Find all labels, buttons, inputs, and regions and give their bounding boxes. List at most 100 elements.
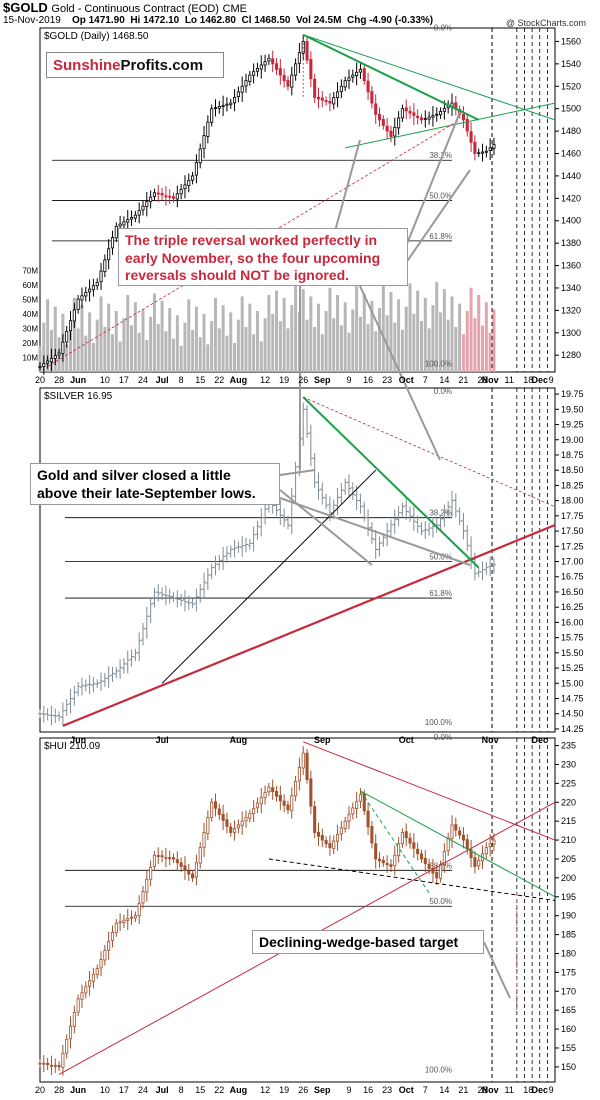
gold-candle-body (477, 152, 481, 155)
gold-candle-body (358, 69, 362, 73)
gold-candle-body (347, 77, 351, 82)
gold-x-tick-label: 21 (458, 375, 468, 385)
volume-bar (320, 334, 324, 372)
gold-candle-body (206, 121, 210, 137)
hui-candle-body (286, 804, 290, 811)
hui-x-tick-label: 9 (549, 1085, 554, 1095)
volume-bar (210, 321, 214, 372)
volume-bar (370, 300, 374, 372)
gold-candle-body (84, 292, 88, 297)
hui-x-tick-label: 7 (423, 1085, 428, 1095)
hui-y-tick-label: 225 (561, 778, 576, 788)
gold-candle-body (282, 75, 286, 82)
gold-green-upper-line (303, 34, 556, 121)
hui-candle-body (427, 863, 431, 869)
hui-x-tick-label: 24 (138, 1085, 148, 1095)
gold-candle-body (42, 363, 46, 367)
gold-label-bg (42, 30, 172, 42)
hui-candle-body (53, 1064, 57, 1067)
hui-x-tick-label: 10 (100, 1085, 110, 1095)
gold-candle-body (480, 151, 485, 154)
silver-y-tick-label: 18.50 (561, 465, 584, 475)
volume-bar (484, 302, 488, 372)
hui-y-tick-label: 195 (561, 892, 576, 902)
hui-candle-body (76, 998, 80, 1013)
gold-candle-body (248, 74, 252, 82)
volume-bar (477, 294, 481, 372)
hui-candle-body (282, 800, 286, 806)
gold-candle-body (400, 108, 404, 119)
volume-bar (252, 334, 256, 372)
volume-bar (194, 306, 198, 372)
hui-candle-body (194, 862, 198, 878)
hui-fib-label: 50.0% (429, 897, 452, 906)
hui-x-tick-label: 8 (179, 1085, 184, 1095)
volume-bar (263, 318, 267, 372)
volume-bar (358, 316, 362, 372)
gold-y-tick-label: 1360 (561, 261, 581, 271)
volume-bar (130, 325, 134, 372)
silver-fib-label: 100.0% (425, 718, 452, 727)
volume-bar (95, 319, 99, 372)
volume-bar (126, 294, 130, 372)
volume-tick-label: 30M (22, 324, 38, 333)
gold-x-tick-label: 28 (478, 375, 488, 385)
gold-candle-body (469, 131, 473, 143)
gold-candle-body (126, 219, 130, 223)
gold-candle-body (431, 115, 435, 118)
gold-candle-body (80, 295, 84, 301)
hui-candle-body (473, 857, 477, 867)
hui-x-tick-label: Nov (482, 1085, 499, 1095)
hui-candle-body (168, 857, 172, 860)
exchange-label: CME (222, 3, 248, 15)
volume-bar (206, 344, 210, 372)
volume-bar (450, 296, 454, 372)
volume-bar (366, 324, 370, 372)
volume-bar (221, 305, 225, 372)
hui-candle-body (484, 847, 488, 855)
gold-x-tick-label: Jun (70, 375, 86, 385)
gold-candle-body (339, 85, 343, 92)
hui-candle-body (46, 1062, 50, 1066)
hui-x-tick-label: 28 (54, 1085, 64, 1095)
silver-red-support-line (62, 523, 556, 727)
hui-candle-body (233, 828, 237, 833)
volume-bar (110, 334, 114, 372)
volume-bar (419, 321, 423, 372)
high-value: Hi 1472.10 (130, 15, 180, 26)
gold-x-tick-label: Dec (531, 375, 548, 385)
hui-y-tick-label: 175 (561, 967, 576, 977)
hui-candle-body (358, 794, 362, 802)
change-value: Chg -4.90 (-0.33%) (346, 15, 434, 26)
gold-candle-body (385, 125, 389, 132)
gold-callout: The triple reversal worked perfectly in … (118, 228, 408, 286)
volume-bar (423, 297, 427, 372)
hui-candle-body (263, 792, 267, 799)
hui-x-tick-label: Oct (399, 1085, 414, 1095)
volume-bar (408, 283, 412, 372)
silver-x-tick-label: Aug (230, 735, 248, 745)
symbol-label: $GOLD (3, 0, 48, 15)
gold-candle-body (297, 52, 301, 64)
silver-y-tick-label: 18.25 (561, 480, 584, 490)
hui-candle-body (103, 950, 107, 961)
hui-candle-body (435, 872, 439, 879)
gold-candle-body (374, 103, 378, 115)
hui-candle-body (156, 855, 160, 857)
hui-candle-body (336, 833, 340, 842)
gold-candle-body (221, 104, 225, 107)
silver-x-tick-label: Jun (70, 735, 86, 745)
gold-candle-body (366, 80, 370, 93)
volume-bar (412, 313, 416, 372)
gold-candle-body (156, 192, 160, 195)
gold-candle-body (233, 97, 237, 104)
gold-y-tick-label: 1480 (561, 126, 581, 136)
gold-x-tick-label: 9 (549, 375, 554, 385)
hui-x-tick-label: Jun (70, 1085, 86, 1095)
volume-bar (465, 310, 469, 372)
hui-candle-body (469, 849, 473, 859)
volume-bar (343, 302, 347, 372)
hui-candle-body (458, 830, 462, 836)
volume-bar (461, 334, 465, 372)
hui-candle-body (65, 1039, 69, 1054)
